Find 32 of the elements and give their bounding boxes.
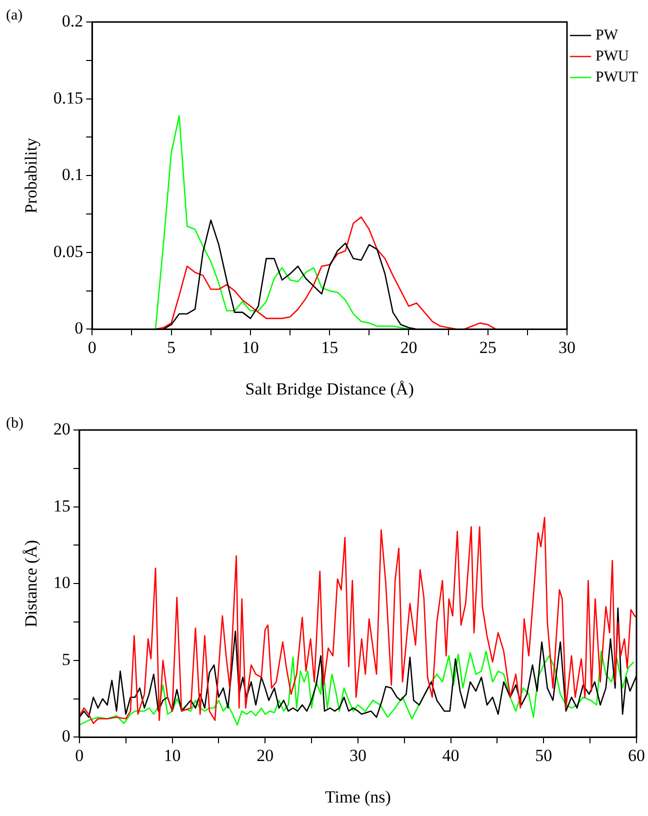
y-tick-label: 0.05: [53, 242, 84, 261]
legend-label: PW: [596, 27, 619, 44]
y-tick-label: 0.1: [62, 165, 84, 184]
x-tick-label: 20: [400, 338, 418, 357]
x-axis-title: Salt Bridge Distance (Å): [245, 379, 414, 398]
x-axis-title: Time (ns): [324, 787, 391, 806]
y-tick-label: 15: [53, 496, 70, 516]
x-tick-label: 60: [628, 746, 645, 765]
x-tick-label: 10: [164, 746, 181, 765]
y-axis-title: Distance (Å): [22, 540, 41, 628]
y-tick-label: 0.15: [53, 88, 84, 108]
x-tick-label: 5: [167, 338, 176, 357]
y-tick-label: 0.2: [62, 11, 84, 30]
x-tick-label: 40: [442, 746, 460, 765]
x-tick-label: 10: [242, 338, 259, 357]
x-tick-label: 0: [88, 338, 96, 357]
text: (a): [6, 7, 23, 24]
text: (b): [6, 415, 24, 432]
x-tick-label: 30: [349, 746, 366, 765]
x-tick-label: 50: [535, 746, 552, 765]
y-tick-label: 10: [53, 573, 70, 592]
y-tick-label: 0: [74, 318, 84, 338]
y-axis-title: Probability: [22, 137, 41, 214]
y-tick-label: 20: [53, 419, 70, 438]
legend-label: PWU: [596, 48, 630, 64]
legend-label: PWUT: [596, 69, 638, 86]
x-tick-label: 25: [479, 338, 496, 357]
y-tick-label: 0: [62, 726, 70, 746]
x-tick-label: 30: [558, 338, 576, 357]
x-tick-label: 20: [256, 746, 274, 765]
x-tick-label: 15: [321, 338, 338, 357]
y-tick-label: 5: [62, 650, 70, 669]
